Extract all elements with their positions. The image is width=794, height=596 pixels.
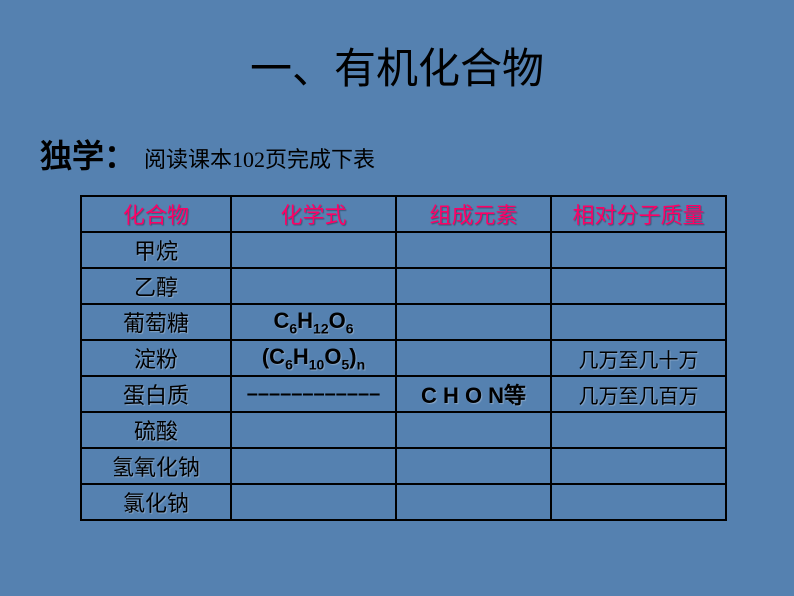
- cell-mass: [551, 412, 726, 448]
- table-row: 硫酸: [81, 412, 726, 448]
- cell-elements: [396, 304, 551, 340]
- cell-elements: [396, 448, 551, 484]
- cell-formula: [231, 412, 396, 448]
- cell-formula: [231, 268, 396, 304]
- cell-formula: [231, 484, 396, 520]
- header-compound: 化合物: [81, 196, 231, 232]
- cell-label: 硫酸: [81, 412, 231, 448]
- cell-mass: [551, 448, 726, 484]
- cell-formula-glucose: C6H12O6: [231, 304, 396, 340]
- table-row: 乙醇: [81, 268, 726, 304]
- cell-elements: [396, 268, 551, 304]
- cell-mass: [551, 268, 726, 304]
- cell-label: 淀粉: [81, 340, 231, 376]
- table-row: 甲烷: [81, 232, 726, 268]
- cell-label: 甲烷: [81, 232, 231, 268]
- slide-title: 一、有机化合物: [0, 0, 794, 96]
- subtitle-row: 独学： 阅读课本102页完成下表: [40, 131, 794, 177]
- header-mass: 相对分子质量: [551, 196, 726, 232]
- compound-table: 化合物 化学式 组成元素 相对分子质量 甲烷 乙醇 葡萄糖 C6H12O6 淀粉…: [80, 195, 727, 521]
- cell-elements: [396, 232, 551, 268]
- cell-elements-protein: C H O N等: [396, 376, 551, 412]
- cell-mass: [551, 304, 726, 340]
- cell-label: 葡萄糖: [81, 304, 231, 340]
- cell-label: 氯化钠: [81, 484, 231, 520]
- header-elements: 组成元素: [396, 196, 551, 232]
- table-row: 氢氧化钠: [81, 448, 726, 484]
- header-formula: 化学式: [231, 196, 396, 232]
- cell-mass: 几万至几十万: [551, 340, 726, 376]
- cell-formula: [231, 448, 396, 484]
- cell-formula-protein: ––––––––––––: [231, 376, 396, 412]
- subtitle-instruction: 阅读课本102页完成下表: [144, 142, 375, 174]
- cell-mass: [551, 232, 726, 268]
- table-header-row: 化合物 化学式 组成元素 相对分子质量: [81, 196, 726, 232]
- cell-elements: [396, 484, 551, 520]
- table-row: 淀粉 (C6H10O5)n 几万至几十万: [81, 340, 726, 376]
- table-row: 葡萄糖 C6H12O6: [81, 304, 726, 340]
- table-container: 化合物 化学式 组成元素 相对分子质量 甲烷 乙醇 葡萄糖 C6H12O6 淀粉…: [80, 195, 794, 521]
- cell-label: 蛋白质: [81, 376, 231, 412]
- cell-label: 氢氧化钠: [81, 448, 231, 484]
- cell-formula: [231, 232, 396, 268]
- cell-label: 乙醇: [81, 268, 231, 304]
- cell-elements: [396, 340, 551, 376]
- cell-mass: [551, 484, 726, 520]
- table-row: 氯化钠: [81, 484, 726, 520]
- table-row: 蛋白质 –––––––––––– C H O N等 几万至几百万: [81, 376, 726, 412]
- cell-formula-starch: (C6H10O5)n: [231, 340, 396, 376]
- cell-mass: 几万至几百万: [551, 376, 726, 412]
- cell-elements: [396, 412, 551, 448]
- subtitle-bold: 独学：: [40, 131, 136, 177]
